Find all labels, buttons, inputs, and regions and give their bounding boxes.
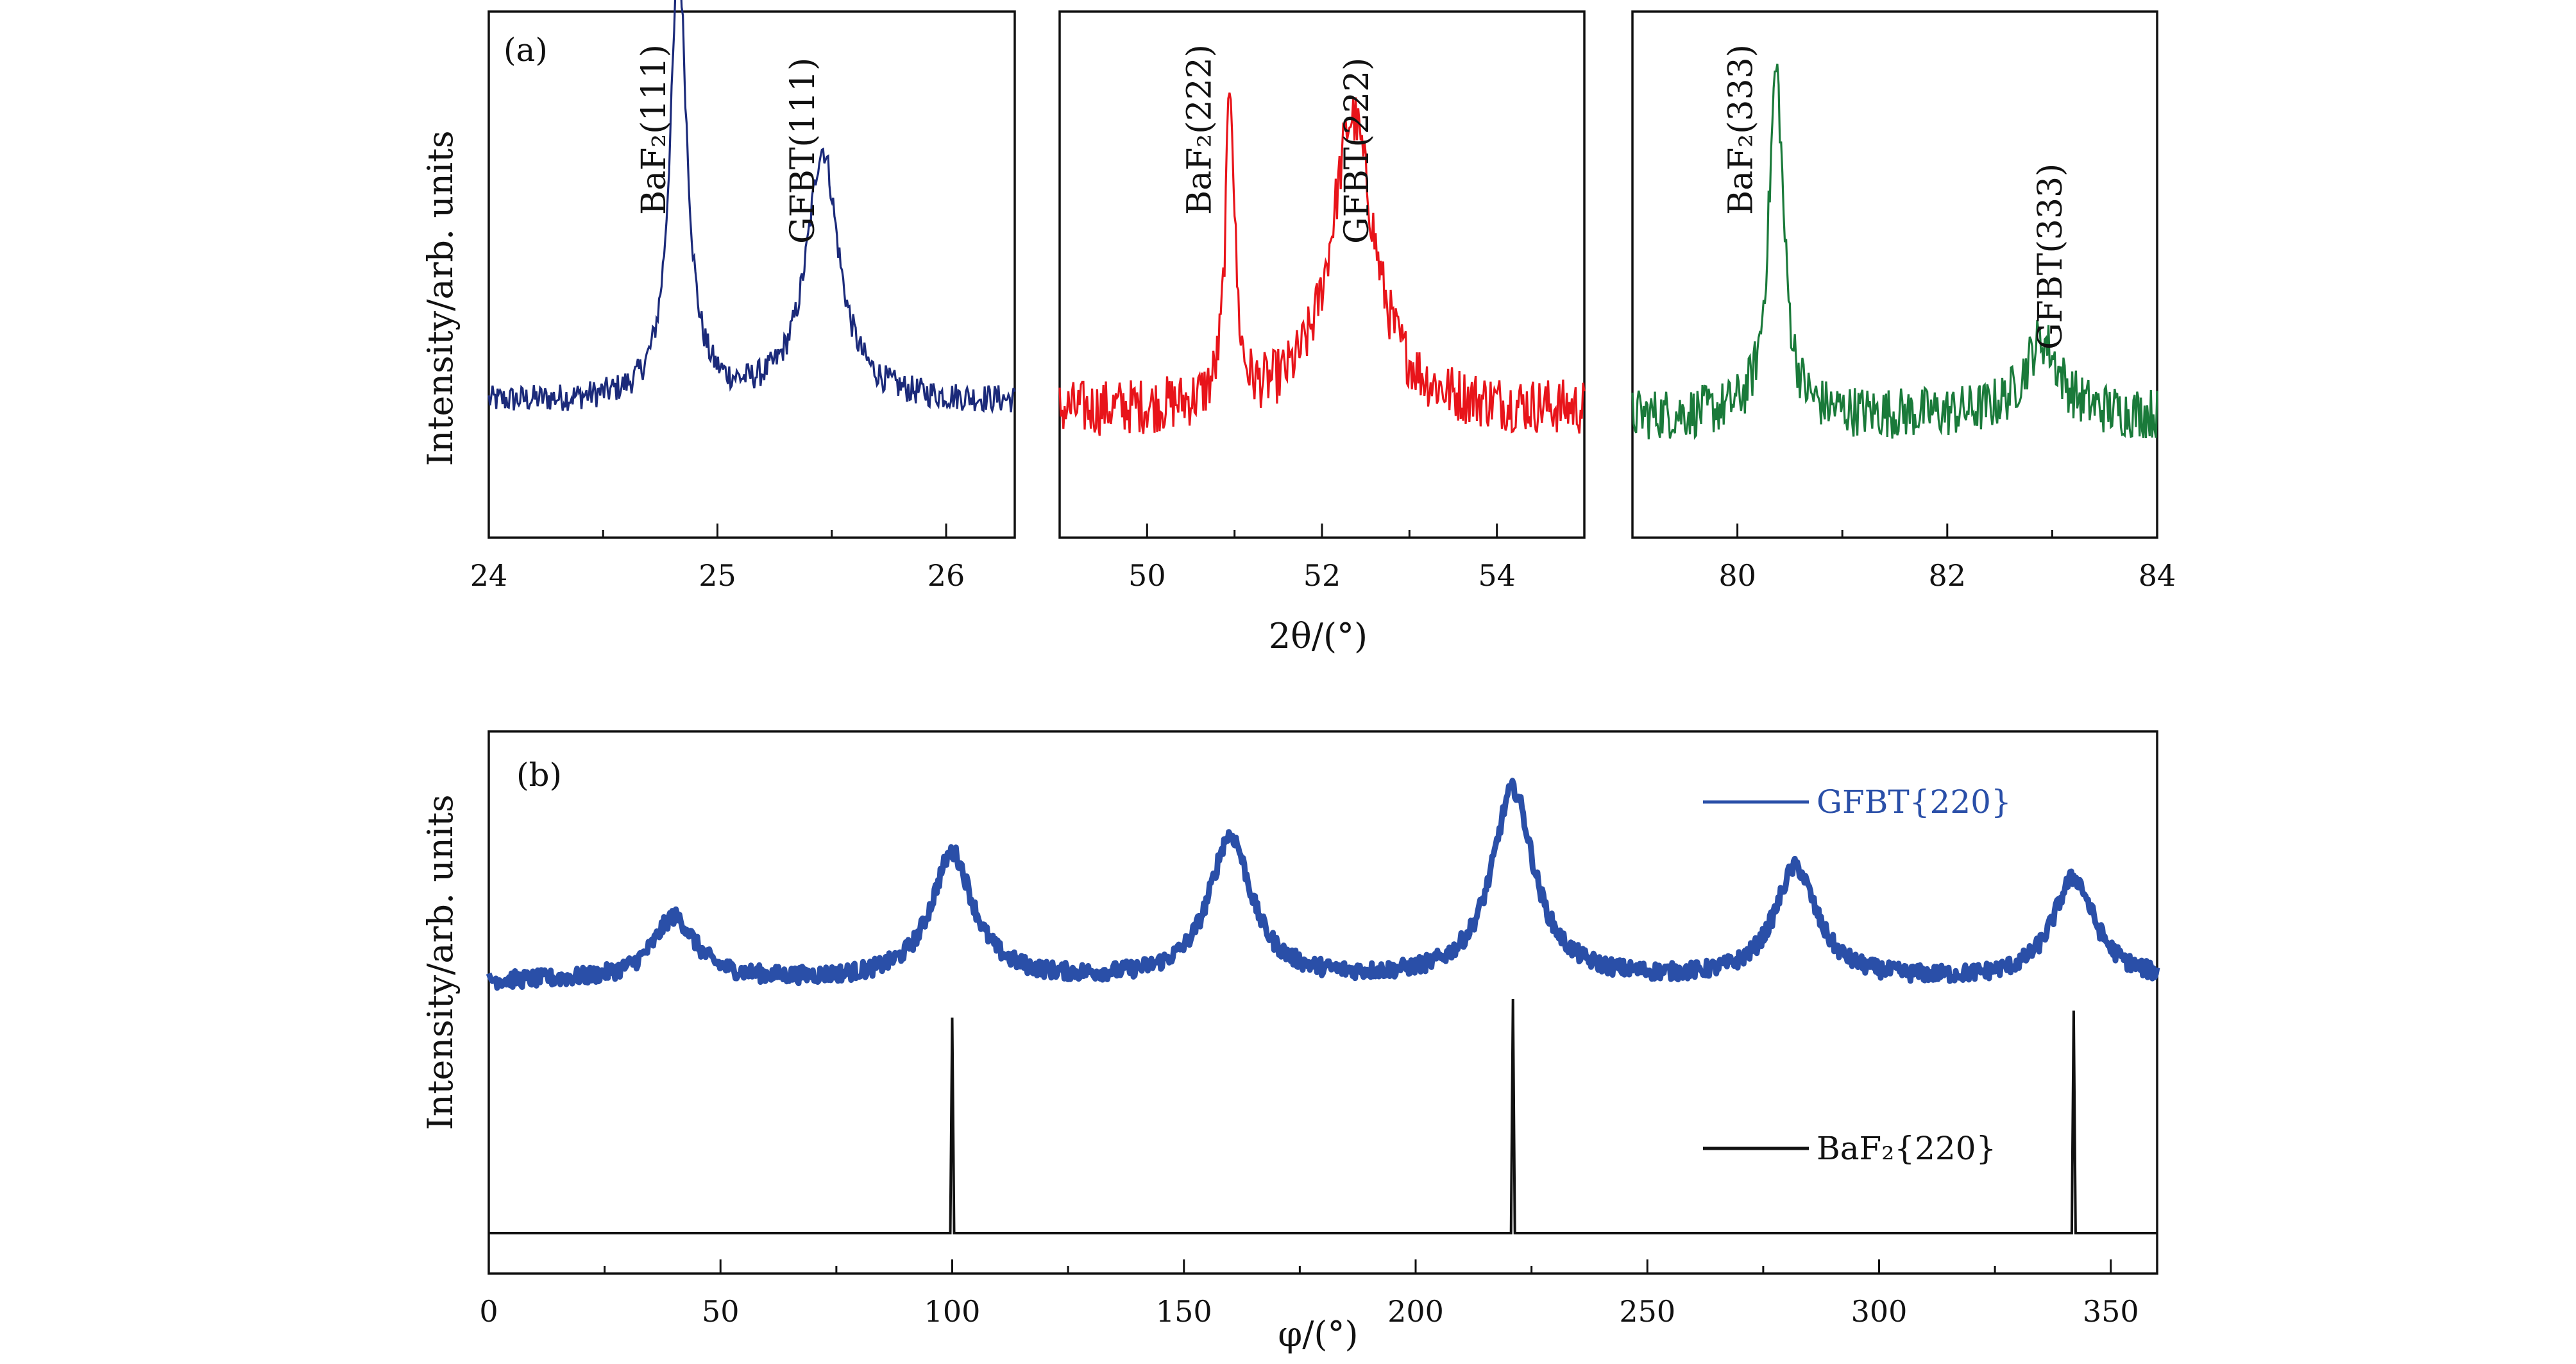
subplot-3-trace <box>1631 64 2158 440</box>
subplot-2: 50 52 54 BaF₂(222) GFBT(222) <box>1058 10 1586 593</box>
x-tick-label: 100 <box>924 1294 981 1329</box>
subplot-1-frame <box>487 10 1016 539</box>
x-tick-label: 50 <box>1128 558 1166 593</box>
peak-label: BaF₂(222) <box>1180 44 1219 215</box>
x-tick-label: 150 <box>1156 1294 1212 1329</box>
panel-a-tag: (a) <box>504 31 548 69</box>
x-tick-label: 0 <box>479 1294 498 1329</box>
peak-label: BaF₂(333) <box>1722 44 1760 215</box>
subplot-3: 80 82 84 BaF₂(333) GFBT(333) <box>1631 10 2176 593</box>
legend-baf2-label: BaF₂{220} <box>1817 1130 1996 1167</box>
panel-b-ylabel: Intensity/arb. units <box>420 794 461 1130</box>
x-tick-label: 250 <box>1619 1294 1675 1329</box>
x-tick-label: 80 <box>1718 558 1756 593</box>
subplot-3-frame <box>1631 10 2158 539</box>
x-tick-label: 82 <box>1929 558 1967 593</box>
peak-label: GFBT(222) <box>1338 58 1377 244</box>
panel-b-xlabel: φ/(°) <box>1278 1314 1358 1354</box>
panel-a-ylabel: Intensity/arb. units <box>420 130 461 466</box>
peak-label: GFBT(111) <box>784 58 822 244</box>
x-tick-label: 200 <box>1387 1294 1444 1329</box>
x-tick-label: 54 <box>1478 558 1516 593</box>
x-tick-label: 300 <box>1851 1294 1908 1329</box>
x-tick-label: 26 <box>928 558 965 593</box>
peak-label: BaF₂(111) <box>635 44 674 215</box>
subplot-1: 24 25 26 BaF₂(111) GFBT(111) <box>470 0 1016 593</box>
subplot-1-trace <box>487 0 1016 414</box>
x-tick-label: 24 <box>470 558 508 593</box>
panel-a-xrd: Intensity/arb. units 2θ/(°) (a) 24 25 26 Ba… <box>420 0 2176 656</box>
panel-b-tag: (b) <box>516 756 562 794</box>
baf2-220-trace <box>489 998 2157 1234</box>
x-tick-label: 350 <box>2083 1294 2139 1329</box>
panel-a-xlabel: 2θ/(°) <box>1269 616 1368 656</box>
x-tick-label: 52 <box>1303 558 1341 593</box>
gfbt-220-trace <box>486 778 2160 991</box>
legend-gfbt-label: GFBT{220} <box>1817 783 2012 821</box>
x-tick-label: 84 <box>2139 558 2176 593</box>
x-tick-label: 25 <box>699 558 736 593</box>
peak-label: GFBT(333) <box>2031 164 2070 350</box>
subplot-2-trace <box>1058 92 1586 436</box>
panel-b-phi-scan: Intensity/arb. units φ/(°) (b) 0 50 100 150… <box>420 730 2160 1354</box>
panel-b-frame <box>487 730 2158 1275</box>
x-tick-label: 50 <box>702 1294 740 1329</box>
